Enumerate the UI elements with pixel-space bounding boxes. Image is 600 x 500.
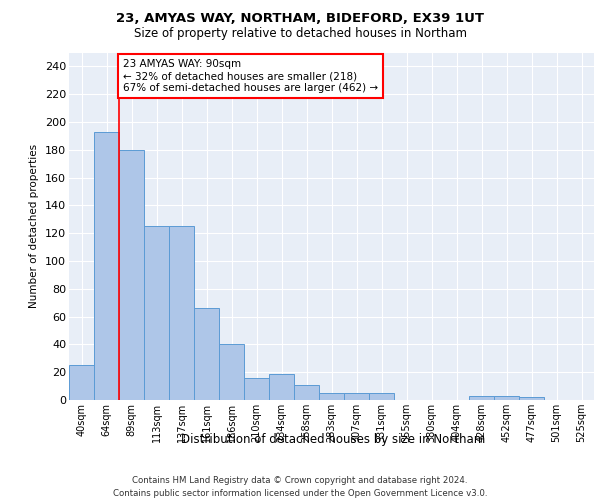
Bar: [369, 393, 394, 400]
Bar: [344, 393, 369, 400]
Text: Distribution of detached houses by size in Northam: Distribution of detached houses by size …: [181, 432, 485, 446]
Bar: [494, 396, 519, 400]
Bar: [119, 150, 144, 400]
Text: Size of property relative to detached houses in Northam: Size of property relative to detached ho…: [133, 28, 467, 40]
Bar: [219, 344, 244, 400]
Bar: [69, 365, 94, 400]
Bar: [519, 397, 544, 400]
Bar: [144, 226, 169, 400]
Bar: [294, 384, 319, 400]
Bar: [169, 226, 194, 400]
Text: 23 AMYAS WAY: 90sqm
← 32% of detached houses are smaller (218)
67% of semi-detac: 23 AMYAS WAY: 90sqm ← 32% of detached ho…: [123, 60, 378, 92]
Text: Contains HM Land Registry data © Crown copyright and database right 2024.: Contains HM Land Registry data © Crown c…: [132, 476, 468, 485]
Text: 23, AMYAS WAY, NORTHAM, BIDEFORD, EX39 1UT: 23, AMYAS WAY, NORTHAM, BIDEFORD, EX39 1…: [116, 12, 484, 26]
Bar: [469, 396, 494, 400]
Bar: [94, 132, 119, 400]
Y-axis label: Number of detached properties: Number of detached properties: [29, 144, 40, 308]
Bar: [194, 308, 219, 400]
Bar: [269, 374, 294, 400]
Bar: [244, 378, 269, 400]
Bar: [319, 393, 344, 400]
Text: Contains public sector information licensed under the Open Government Licence v3: Contains public sector information licen…: [113, 489, 487, 498]
